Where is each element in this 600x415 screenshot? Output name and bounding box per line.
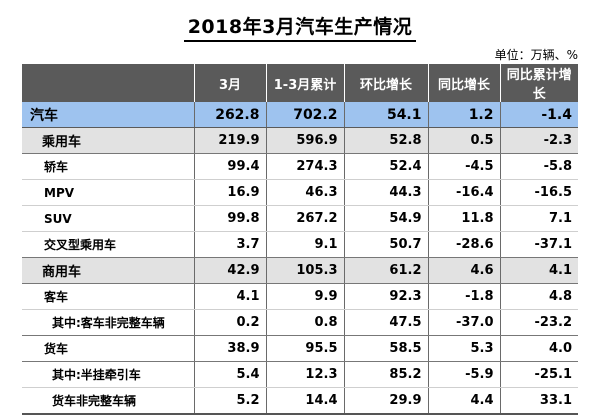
cell-value: 5.2 xyxy=(194,387,267,415)
table-row: 商用车 42.9 105.3 61.2 4.6 4.1 xyxy=(22,257,578,284)
cell-value: -37.0 xyxy=(428,309,501,336)
header-category xyxy=(22,64,195,102)
cell-value: 52.4 xyxy=(344,153,429,180)
cell-value: 58.5 xyxy=(344,335,429,362)
row-label: 其中:客车非完整车辆 xyxy=(22,309,195,336)
cell-value: -1.4 xyxy=(500,102,578,128)
cell-value: 5.4 xyxy=(194,361,267,388)
cell-value: 99.4 xyxy=(194,153,267,180)
cell-value: 54.9 xyxy=(344,205,429,232)
row-label: 乘用车 xyxy=(22,127,195,154)
table-row: 汽车 262.8 702.2 54.1 1.2 -1.4 xyxy=(22,102,578,128)
row-label: 汽车 xyxy=(22,102,195,128)
row-label: MPV xyxy=(22,179,195,206)
cell-value: -5.8 xyxy=(500,153,578,180)
header-march: 3月 xyxy=(194,64,267,102)
table-row: 货车 38.9 95.5 58.5 5.3 4.0 xyxy=(22,335,578,362)
row-label: SUV xyxy=(22,205,195,232)
cell-value: 16.9 xyxy=(194,179,267,206)
row-label: 客车 xyxy=(22,283,195,310)
cell-value: 44.3 xyxy=(344,179,429,206)
row-label: 货车 xyxy=(22,335,195,362)
cell-value: 0.2 xyxy=(194,309,267,336)
page-title: 2018年3月汽车生产情况 xyxy=(187,16,413,38)
cell-value: 54.1 xyxy=(344,102,429,128)
cell-value: 9.1 xyxy=(266,231,345,258)
cell-value: 95.5 xyxy=(266,335,345,362)
cell-value: 52.8 xyxy=(344,127,429,154)
row-label: 其中:半挂牵引车 xyxy=(22,361,195,388)
production-table: 3月 1-3月累计 环比增长 同比增长 同比累计增长 汽车 262.8 702.… xyxy=(22,64,578,415)
table-row: 乘用车 219.9 596.9 52.8 0.5 -2.3 xyxy=(22,127,578,154)
cell-value: 42.9 xyxy=(194,257,267,284)
cell-value: 99.8 xyxy=(194,205,267,232)
cell-value: 702.2 xyxy=(266,102,345,128)
cell-value: 4.1 xyxy=(500,257,578,284)
table-row: 客车 4.1 9.9 92.3 -1.8 4.8 xyxy=(22,283,578,310)
cell-value: 596.9 xyxy=(266,127,345,154)
cell-value: -28.6 xyxy=(428,231,501,258)
cell-value: 61.2 xyxy=(344,257,429,284)
cell-value: 12.3 xyxy=(266,361,345,388)
cell-value: 3.7 xyxy=(194,231,267,258)
report-page: 2018年3月汽车生产情况 单位：万辆、% 3月 1-3月累计 环比增长 同比增… xyxy=(22,16,578,415)
header-mom-growth: 环比增长 xyxy=(344,64,429,102)
cell-value: 85.2 xyxy=(344,361,429,388)
title-underline xyxy=(184,40,416,42)
row-label: 轿车 xyxy=(22,153,195,180)
cell-value: 0.8 xyxy=(266,309,345,336)
header-yoy-growth: 同比增长 xyxy=(428,64,501,102)
header-row: 3月 1-3月累计 环比增长 同比增长 同比累计增长 xyxy=(22,64,578,102)
cell-value: -1.8 xyxy=(428,283,501,310)
cell-value: 219.9 xyxy=(194,127,267,154)
cell-value: 262.8 xyxy=(194,102,267,128)
cell-value: -37.1 xyxy=(500,231,578,258)
table-row: 其中:半挂牵引车 5.4 12.3 85.2 -5.9 -25.1 xyxy=(22,361,578,388)
cell-value: -16.4 xyxy=(428,179,501,206)
row-label: 商用车 xyxy=(22,257,195,284)
cell-value: -4.5 xyxy=(428,153,501,180)
cell-value: 92.3 xyxy=(344,283,429,310)
table-row: 轿车 99.4 274.3 52.4 -4.5 -5.8 xyxy=(22,153,578,180)
cell-value: -5.9 xyxy=(428,361,501,388)
cell-value: 29.9 xyxy=(344,387,429,415)
cell-value: 9.9 xyxy=(266,283,345,310)
row-label: 货车非完整车辆 xyxy=(22,387,195,415)
cell-value: 267.2 xyxy=(266,205,345,232)
cell-value: 14.4 xyxy=(266,387,345,415)
cell-value: 47.5 xyxy=(344,309,429,336)
cell-value: 50.7 xyxy=(344,231,429,258)
cell-value: 4.6 xyxy=(428,257,501,284)
cell-value: 105.3 xyxy=(266,257,345,284)
table-row: 其中:客车非完整车辆 0.2 0.8 47.5 -37.0 -23.2 xyxy=(22,309,578,336)
cell-value: 4.4 xyxy=(428,387,501,415)
header-q1-cumulative: 1-3月累计 xyxy=(266,64,345,102)
cell-value: 0.5 xyxy=(428,127,501,154)
unit-label: 单位：万辆、% xyxy=(494,48,578,62)
cell-value: -2.3 xyxy=(500,127,578,154)
cell-value: 33.1 xyxy=(500,387,578,415)
cell-value: 11.8 xyxy=(428,205,501,232)
header-yoy-cumulative-growth: 同比累计增长 xyxy=(500,64,578,102)
cell-value: 46.3 xyxy=(266,179,345,206)
table-row: MPV 16.9 46.3 44.3 -16.4 -16.5 xyxy=(22,179,578,206)
table-row: SUV 99.8 267.2 54.9 11.8 7.1 xyxy=(22,205,578,232)
cell-value: 5.3 xyxy=(428,335,501,362)
cell-value: 38.9 xyxy=(194,335,267,362)
row-label: 交叉型乘用车 xyxy=(22,231,195,258)
table-row: 货车非完整车辆 5.2 14.4 29.9 4.4 33.1 xyxy=(22,387,578,415)
cell-value: 274.3 xyxy=(266,153,345,180)
table-row: 交叉型乘用车 3.7 9.1 50.7 -28.6 -37.1 xyxy=(22,231,578,258)
cell-value: 7.1 xyxy=(500,205,578,232)
cell-value: -23.2 xyxy=(500,309,578,336)
cell-value: 1.2 xyxy=(428,102,501,128)
cell-value: 4.1 xyxy=(194,283,267,310)
cell-value: 4.0 xyxy=(500,335,578,362)
cell-value: 4.8 xyxy=(500,283,578,310)
cell-value: -25.1 xyxy=(500,361,578,388)
cell-value: -16.5 xyxy=(500,179,578,206)
